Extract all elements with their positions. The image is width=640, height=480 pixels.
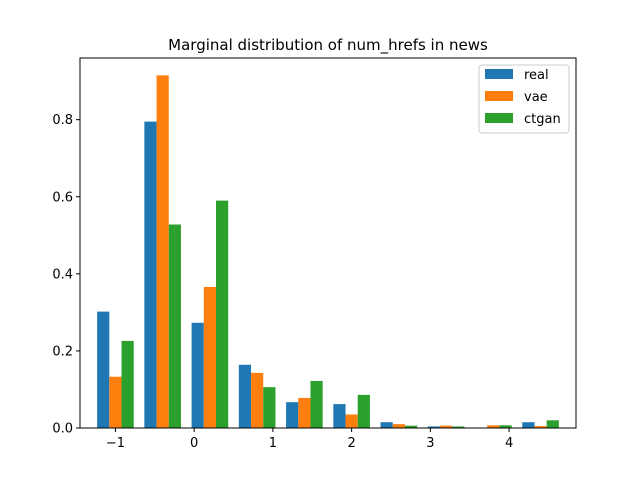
bar-real-3: [238, 364, 252, 428]
y-tick-label: 0.0: [52, 422, 73, 437]
y-axis: 0.0 0.2 0.4 0.6 0.8: [52, 113, 80, 437]
x-tick-label: 1: [269, 436, 277, 451]
bar-real-1: [144, 121, 157, 428]
bar-vae-9: [534, 426, 547, 428]
legend-label-ctgan: ctgan: [524, 112, 561, 127]
bar-real-6: [380, 422, 393, 428]
x-tick-label: −1: [106, 436, 125, 451]
bar-ctgan-6: [404, 425, 418, 428]
legend-swatch-vae: [485, 91, 513, 101]
bars-layer: [97, 75, 559, 428]
bar-vae-6: [392, 424, 405, 428]
plot-frame: [79, 57, 577, 429]
bar-ctgan-0: [121, 340, 134, 428]
bar-vae-1: [156, 75, 169, 428]
bar-real-9: [522, 422, 535, 428]
bar-ctgan-9: [546, 420, 559, 428]
legend: real vae ctgan: [478, 64, 570, 134]
bar-real-4: [286, 402, 299, 428]
bar-real-7: [427, 426, 440, 428]
bar-ctgan-4: [310, 380, 323, 428]
bar-vae-7: [439, 425, 453, 428]
chart-title: Marginal distribution of num_hrefs in ne…: [168, 36, 488, 55]
bar-vae-5: [345, 414, 358, 428]
bar-ctgan-2: [216, 200, 229, 428]
bar-vae-3: [251, 372, 264, 428]
bar-ctgan-7: [452, 426, 465, 428]
y-tick-label: 0.4: [52, 267, 73, 282]
bar-vae-2: [203, 286, 217, 428]
legend-label-vae: vae: [524, 90, 548, 105]
x-tick-label: 4: [505, 436, 513, 451]
bar-vae-0: [109, 376, 122, 428]
legend-swatch-real: [485, 69, 513, 79]
bar-vae-8: [487, 425, 500, 428]
bar-ctgan-3: [263, 387, 276, 428]
y-tick-label: 0.6: [52, 190, 73, 205]
y-tick-label: 0.2: [52, 344, 73, 359]
bar-ctgan-8: [499, 425, 512, 428]
x-tick-label: 3: [426, 436, 434, 451]
x-tick-label: 2: [347, 436, 355, 451]
y-tick-label: 0.8: [52, 113, 73, 128]
bar-real-5: [333, 404, 346, 428]
bar-real-2: [191, 322, 204, 428]
x-tick-label: 0: [190, 436, 198, 451]
bar-ctgan-5: [357, 394, 370, 428]
x-axis: −1 0 1 2 3 4: [106, 428, 513, 451]
bar-real-0: [97, 311, 110, 428]
legend-label-real: real: [524, 68, 549, 83]
legend-swatch-ctgan: [485, 113, 513, 123]
bar-ctgan-1: [168, 224, 181, 428]
bar-vae-4: [298, 397, 311, 428]
